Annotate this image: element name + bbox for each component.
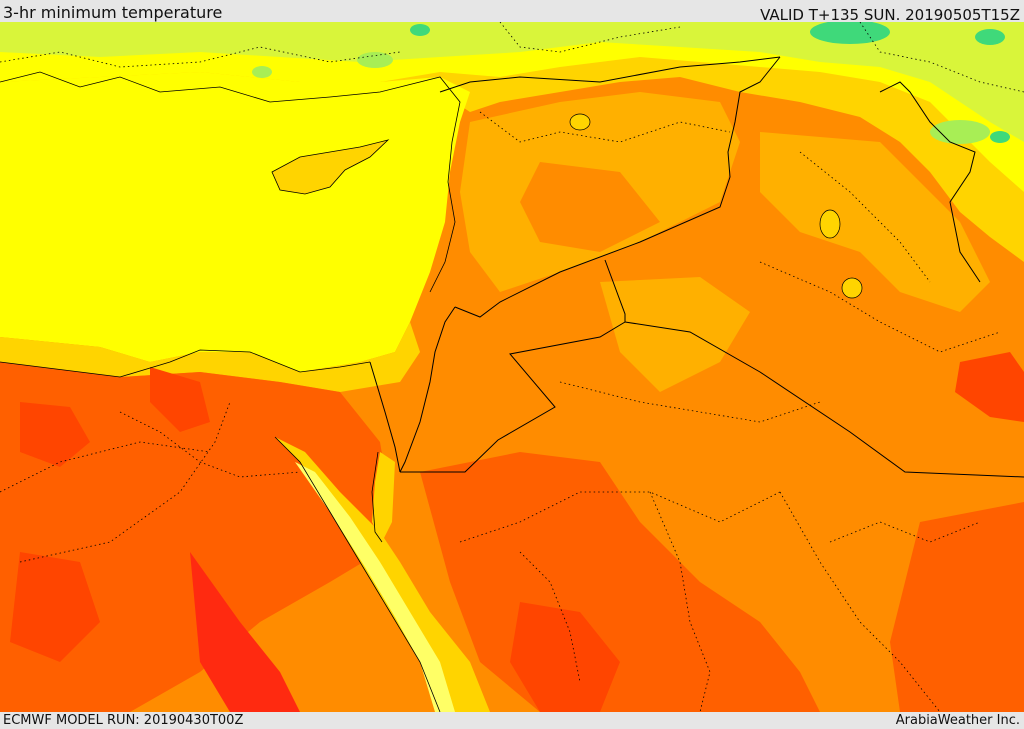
green-patch — [410, 24, 430, 36]
province-lines — [0, 22, 1024, 712]
green-patch — [357, 52, 393, 68]
coastlines — [0, 71, 461, 712]
green-patch — [975, 29, 1005, 45]
north-yellow-green — [0, 22, 1024, 142]
mediterranean-sea — [0, 72, 470, 372]
gulf-aqaba — [372, 452, 395, 542]
temperature-map[interactable] — [0, 22, 1024, 712]
gulf-red-patch — [955, 352, 1024, 422]
green-patch — [930, 120, 990, 144]
credit: ArabiaWeather Inc. — [895, 713, 1020, 728]
red-sea-core — [295, 462, 455, 712]
north-yellow — [0, 22, 1024, 192]
map-footer: ECMWF MODEL RUN: 20190430T00Z ArabiaWeat… — [0, 712, 1024, 729]
egypt-red-patch — [20, 402, 90, 467]
egypt-red-patch — [190, 552, 300, 712]
map-header: 3-hr minimum temperature VALID T+135 SUN… — [0, 0, 1024, 24]
green-patch — [990, 131, 1010, 143]
jordan-zone — [600, 277, 750, 392]
country-borders — [369, 56, 1024, 478]
iraq-yellow-zone — [760, 132, 990, 312]
model-run: ECMWF MODEL RUN: 20190430T00Z — [3, 713, 244, 728]
green-patch — [252, 66, 272, 78]
map-title: 3-hr minimum temperature — [3, 3, 223, 22]
valid-time: VALID T+135 SUN. 20190505T15Z — [760, 6, 1020, 24]
saudi-red-patch — [510, 602, 620, 712]
green-patch — [810, 22, 890, 44]
cyprus — [271, 139, 390, 195]
lake — [569, 113, 591, 131]
saudi-red-patch — [890, 502, 1024, 712]
map-canvas — [0, 22, 1024, 712]
syria-darker — [520, 162, 660, 252]
lake — [819, 209, 841, 239]
egypt-red-patch — [150, 367, 210, 432]
lake — [841, 277, 863, 299]
egypt-red-patch — [10, 552, 100, 662]
sea-edge — [0, 322, 420, 392]
